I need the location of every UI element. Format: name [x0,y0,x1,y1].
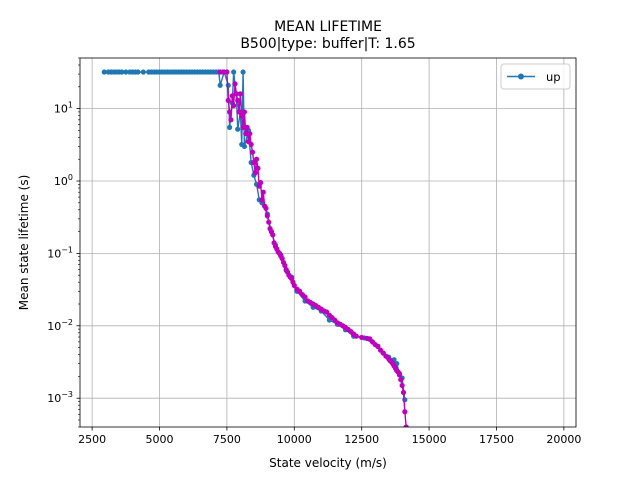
data-point [240,69,246,75]
data-point [400,389,407,396]
chart-subtitle: B500|type: buffer|T: 1.65 [240,36,415,52]
data-point [403,424,409,427]
x-tick-label: 17500 [479,433,514,446]
y-tick-label: 10−3 [47,390,73,405]
x-tick-label: 10000 [277,433,312,446]
data-point [279,255,285,262]
data-point [229,93,235,99]
data-point [231,103,237,109]
data-point [140,69,146,75]
x-tick-label: 12500 [344,433,379,446]
x-tick-label: 20000 [546,433,581,446]
data-point [253,156,260,162]
x-tick-label: 7500 [213,433,241,446]
data-point [252,170,258,176]
data-point [264,213,270,219]
data-point [244,124,250,130]
data-point [375,343,381,349]
data-point [255,165,261,171]
data-point [402,409,408,415]
data-point [239,113,245,119]
legend-label-up: up [546,70,561,84]
x-tick-label: 5000 [146,433,174,446]
data-point [227,124,233,130]
data-point [266,219,272,225]
data-point [302,294,308,300]
data-point [258,180,264,186]
legend-marker-up [518,73,524,80]
data-point [231,69,237,75]
plot-series [101,69,409,427]
y-tick-label: 100 [54,173,73,188]
y-axis-label: Mean state lifetime (s) [17,175,31,311]
legend: up [500,63,571,90]
legend-box [500,63,571,90]
data-point [225,97,231,103]
data-point [247,131,253,137]
plot-frame [79,57,577,428]
series-magenta [217,69,409,427]
data-point [402,397,408,403]
data-point [270,232,276,238]
x-tick-label: 15000 [412,433,447,446]
data-point [237,91,243,97]
axis-ticks: 2500 5000 7500 10000 12500 15000 17500 20000 10−… [47,57,581,446]
data-point [233,91,239,97]
data-point [235,97,241,103]
data-point [248,141,254,148]
data-point [359,334,365,341]
data-point [259,197,265,203]
data-point [398,377,404,383]
data-point [220,69,226,75]
data-point [224,69,230,75]
data-point [241,109,248,115]
data-point [135,69,141,75]
data-point [263,205,269,211]
data-point [240,124,246,130]
data-point [396,372,403,378]
x-tick-label: 2500 [78,433,106,446]
y-tick-label: 101 [54,101,73,116]
grid-lines [80,58,576,427]
y-tick-label: 10−1 [47,245,73,260]
data-point [353,333,359,339]
data-point [243,131,249,137]
data-point [399,382,405,389]
data-point [232,81,238,87]
data-point [236,109,242,115]
data-point [291,282,297,289]
x-axis-label: State velocity (m/s) [269,456,387,470]
data-point [119,69,125,75]
data-point [228,117,234,123]
y-tick-label: 10−2 [47,318,73,333]
data-point [227,109,233,115]
chart-title: MEAN LIFETIME [274,19,382,35]
data-point [235,126,241,132]
data-point [260,189,266,195]
data-point [241,143,248,150]
data-point [101,69,107,75]
data-point [282,262,288,269]
data-point [123,69,129,75]
data-point [249,149,256,155]
data-point [217,82,223,88]
